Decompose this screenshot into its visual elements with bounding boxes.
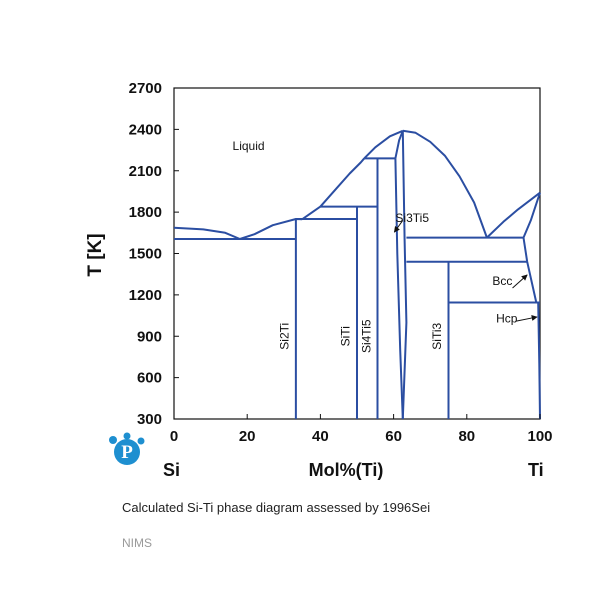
curve-solidus-bcc [522, 192, 541, 238]
phase-label: Hcp [496, 311, 518, 325]
logo-letter: P [121, 442, 133, 463]
phase-label: Si3Ti5 [395, 211, 429, 225]
phase-label: Bcc [492, 274, 512, 288]
logo-dot-1 [109, 436, 117, 444]
y-axis-ticks: 300 600 900 1200 1500 1800 2100 2400 2700 [129, 80, 179, 428]
curve-si3ti5-left-boundary [394, 158, 404, 420]
plot-area: Liquid Si3Ti5 Bcc Hcp Si2Ti SiTi Si4Ti5 SiTi3 [173, 87, 541, 420]
curve-si3ti5-top-left [394, 130, 404, 159]
curve-bcc-solvus [522, 237, 539, 304]
label-arrow [512, 274, 528, 289]
y-tick-label: 300 [137, 411, 162, 428]
x-end-label-right: Ti [528, 460, 544, 480]
y-axis-title: T [K] [85, 233, 106, 276]
phase-label: SiTi3 [430, 322, 444, 349]
source-label: NIMS [122, 536, 152, 550]
phase-label: Si2Ti [278, 323, 292, 350]
curve-hcp-boundary [537, 302, 541, 420]
y-tick-label: 1200 [129, 287, 162, 304]
phase-label: Liquid [233, 139, 265, 153]
y-tick-label: 1800 [129, 204, 162, 221]
x-tick-label: 60 [385, 428, 402, 445]
x-end-label-left: Si [163, 460, 180, 480]
y-tick-label: 900 [137, 328, 162, 345]
logo-dot-3 [137, 437, 145, 445]
curve-liquidus-si-side [173, 226, 241, 240]
curve-liquidus-si3ti5 [363, 129, 404, 160]
label-arrow [393, 220, 404, 233]
x-axis-title: Mol%(Ti) [309, 460, 384, 480]
logo-circle [114, 439, 140, 465]
x-tick-label: 20 [239, 428, 256, 445]
phase-label: Si4Ti5 [360, 319, 374, 353]
phase-label: SiTi [339, 326, 353, 346]
y-tick-label: 2400 [129, 121, 162, 138]
y-tick-label: 600 [137, 370, 162, 387]
x-tick-label: 100 [527, 428, 552, 445]
x-tick-label: 0 [170, 428, 178, 445]
curve-liquidus-bcc [486, 191, 541, 239]
x-tick-label: 40 [312, 428, 329, 445]
y-tick-label: 2100 [129, 163, 162, 180]
curve-liquidus-siti [301, 205, 321, 221]
logo: P [109, 432, 145, 465]
curve-si3ti5-right-boundary [401, 130, 408, 420]
curve-liquidus-si2ti [239, 218, 303, 240]
curve-liquidus-si4ti5 [319, 157, 366, 208]
y-tick-label: 1500 [129, 246, 162, 263]
y-tick-label: 2700 [129, 80, 162, 97]
curve-liquidus-ti-side [402, 129, 488, 238]
label-arrow [516, 315, 538, 322]
x-tick-label: 80 [458, 428, 475, 445]
logo-dot-2 [123, 432, 131, 440]
figure-caption: Calculated Si-Ti phase diagram assessed … [122, 500, 431, 515]
x-axis-ticks: 0 20 40 60 80 100 [170, 414, 553, 445]
